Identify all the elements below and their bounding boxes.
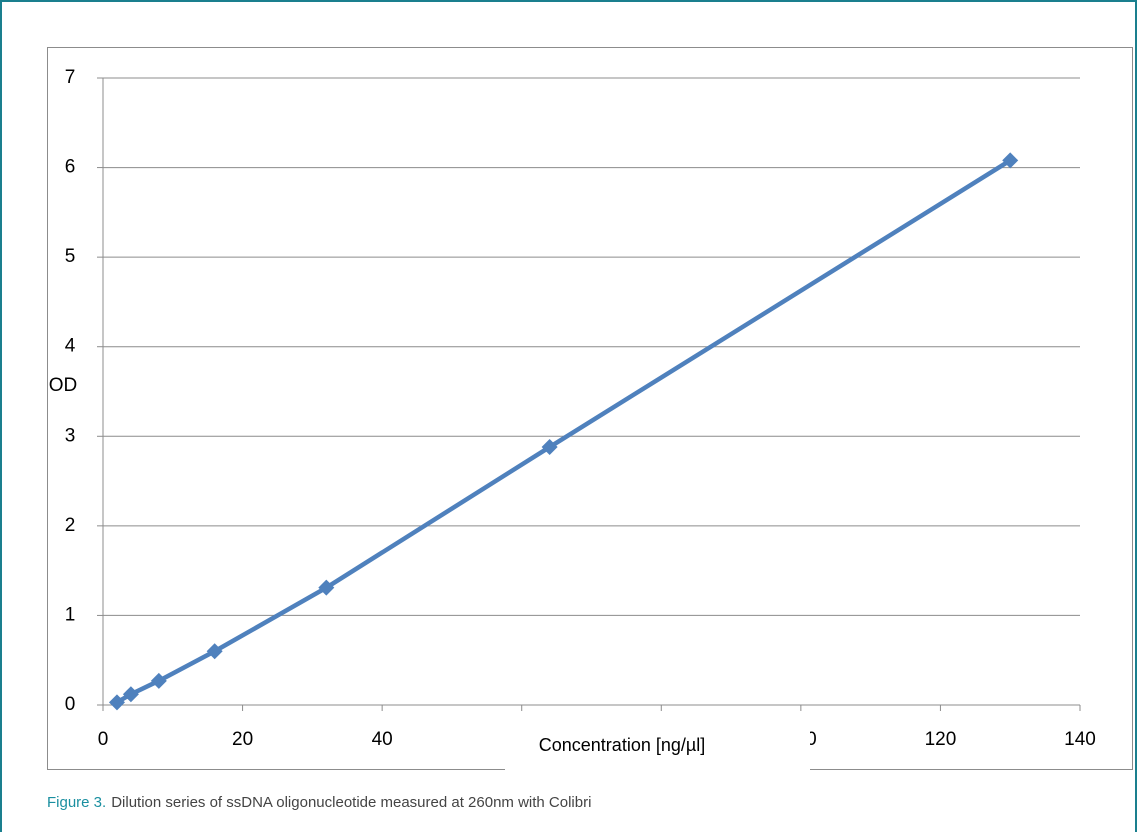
y-tick-label: 6 (65, 157, 76, 178)
marker (541, 439, 558, 456)
y-tick-label: 1 (65, 604, 76, 625)
x-tick-label: 20 (232, 729, 253, 750)
y-tick-label: 0 (65, 694, 76, 715)
x-tick-label: 140 (1064, 729, 1096, 750)
y-tick-label: 2 (65, 515, 76, 536)
caption-text: Dilution series of ssDNA oligonucleotide… (111, 794, 591, 811)
y-axis-title: OD (49, 375, 78, 396)
x-axis-title-box (505, 720, 810, 770)
x-axis-title: Concentration [ng/µl] (539, 735, 705, 755)
marker (1002, 152, 1019, 169)
y-tick-label: 7 (65, 67, 76, 88)
marker (150, 672, 167, 689)
chart-box (47, 47, 1133, 770)
caption: Figure 3. Dilution series of ssDNA oligon… (47, 794, 591, 811)
y-tick-label: 4 (65, 336, 76, 357)
marker (108, 694, 125, 711)
y-tick-label: 5 (65, 246, 76, 267)
marker (206, 643, 223, 660)
marker (318, 579, 335, 596)
x-tick-label: 0 (98, 729, 109, 750)
y-tick-label: 3 (65, 425, 76, 446)
x-tick-label: 120 (925, 729, 957, 750)
x-tick-label: 40 (372, 729, 393, 750)
marker (122, 686, 139, 703)
caption-label: Figure 3. (47, 794, 106, 811)
chart: 01234567020406080100120140ODConcentratio… (49, 67, 1096, 770)
